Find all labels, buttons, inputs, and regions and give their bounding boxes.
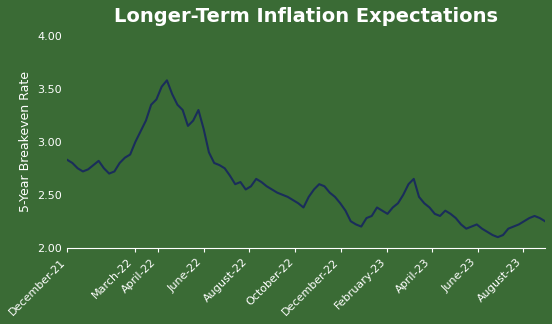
Y-axis label: 5-Year Breakeven Rate: 5-Year Breakeven Rate bbox=[19, 71, 32, 212]
Title: Longer-Term Inflation Expectations: Longer-Term Inflation Expectations bbox=[114, 7, 498, 26]
